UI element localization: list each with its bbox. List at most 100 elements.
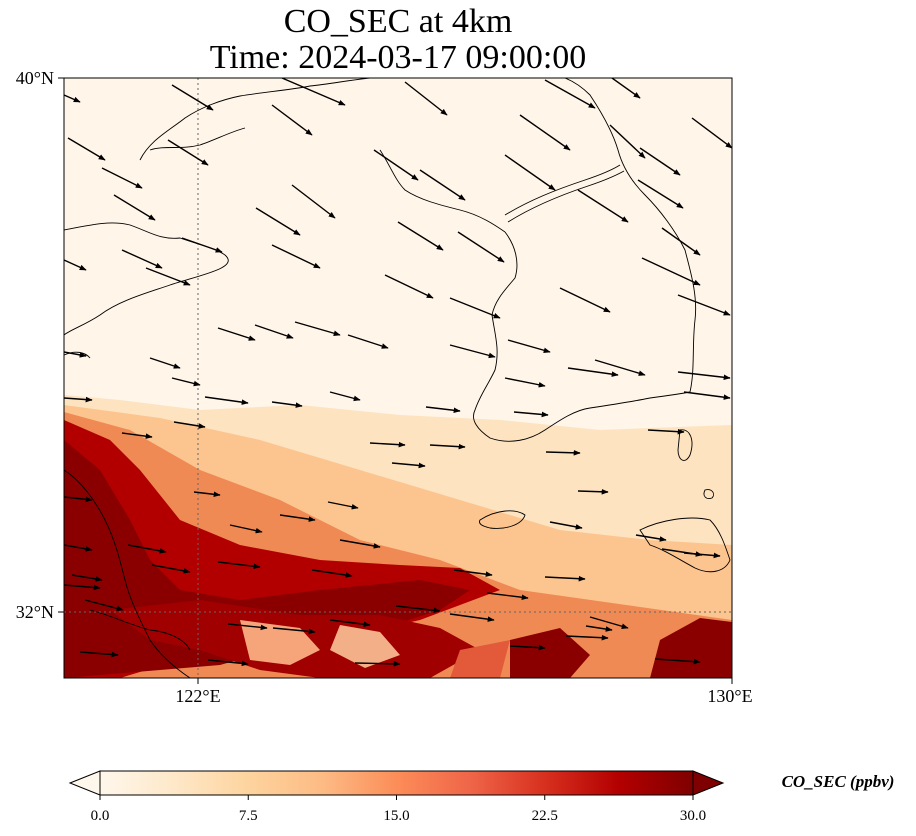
wind-arrow (504, 377, 546, 388)
wind-arrow (145, 267, 191, 286)
colorbar-tick-label: 15.0 (383, 808, 409, 824)
colorbar-tick-label: 30.0 (680, 808, 706, 824)
wind-arrow (589, 616, 629, 629)
map-title-line2: Time: 2024-03-17 09:00:00 (209, 39, 587, 76)
wind-arrow (677, 294, 731, 316)
wind-arrow (425, 406, 461, 414)
wind-arrow (173, 421, 206, 429)
wind-arrow (311, 569, 353, 578)
wind-arrow (64, 496, 93, 503)
wind-arrow (121, 432, 153, 439)
wind-arrow (64, 584, 101, 591)
wind-arrow (217, 561, 261, 570)
wind-arrow (329, 619, 371, 627)
dmz-line-1 (504, 164, 621, 216)
wind-arrow (519, 114, 571, 151)
wind-arrow (453, 569, 493, 577)
map-frame (63, 77, 733, 679)
wind-arrow (565, 634, 609, 641)
wind-arrow (397, 221, 444, 251)
wind-arrow (64, 351, 87, 358)
coast-north-china (64, 222, 229, 336)
wind-arrow (181, 237, 223, 253)
wind-arrow (449, 344, 496, 359)
wind-arrow (127, 544, 167, 554)
wind-arrow (113, 194, 156, 221)
coast-shandong-tip (64, 351, 91, 359)
colorbar-label: CO_SEC (ppbv) (782, 772, 895, 791)
colorbar-tick-label: 7.5 (239, 808, 258, 824)
lon-tick-122: 122°E (175, 686, 220, 706)
wind-arrow (207, 659, 249, 667)
wind-arrow (384, 274, 434, 299)
wind-arrow (272, 627, 316, 635)
coast-bohai-north (139, 78, 371, 161)
wind-arrow (369, 441, 406, 448)
lon-tick-130: 130°E (707, 686, 752, 706)
wind-arrow (635, 534, 667, 542)
coast-liaodong-a (149, 127, 246, 151)
wind-arrow (84, 599, 124, 612)
wind-arrow (171, 84, 214, 111)
wind-arrow (254, 324, 294, 339)
wind-arrow (585, 625, 613, 632)
map-panel (64, 78, 732, 678)
wind-arrow (354, 661, 401, 667)
wind-arrow (504, 154, 556, 191)
wind-arrow (64, 544, 93, 552)
wind-arrow (577, 488, 609, 495)
map-title-line1: CO_SEC at 4km (283, 3, 513, 40)
wind-arrow (683, 552, 721, 559)
wind-arrow (544, 575, 586, 582)
lat-ticks: 40°N 32°N (16, 68, 64, 622)
wind-arrow (637, 179, 684, 209)
wind-arrow (683, 391, 731, 400)
coast-tsushima (677, 429, 693, 461)
wind-arrow (545, 450, 581, 456)
wind-arrow (121, 249, 163, 269)
field-patch-3 (450, 640, 510, 678)
wind-arrow (229, 524, 263, 534)
coast-korea-west-a (379, 149, 506, 233)
coast-yangtze (89, 609, 191, 651)
coast-korea-east (564, 78, 697, 393)
wind-arrow (577, 189, 629, 223)
wind-arrow (486, 592, 529, 601)
wind-arrow (64, 396, 93, 403)
coast-korea-west-b (473, 231, 691, 442)
wind-arrow (347, 334, 389, 349)
wind-arrow (271, 104, 313, 136)
wind-arrow (279, 514, 316, 522)
colorbar-tick-label: 0.0 (91, 808, 110, 824)
wind-arrow (329, 391, 361, 402)
wind-arrow (567, 367, 619, 377)
wind-arrow (291, 184, 336, 219)
wind-arrow (255, 207, 301, 236)
wind-arrow (429, 443, 466, 450)
wind-arrow (227, 623, 268, 631)
coast-jeju (479, 510, 526, 529)
wind-arrow (391, 462, 426, 469)
wind-arrow (193, 491, 221, 498)
wind-arrow (544, 79, 596, 109)
coastlines (64, 78, 731, 678)
wind-arrow (101, 167, 143, 189)
field-core-5 (650, 618, 732, 678)
wind-arrow (641, 257, 701, 286)
wind-arrow (449, 297, 501, 319)
wind-arrow (594, 359, 646, 376)
wind-arrow (507, 339, 551, 353)
dmz-line-2 (507, 170, 625, 223)
wind-arrow (67, 137, 106, 161)
wind-arrow (171, 377, 201, 387)
wind-arrow (339, 539, 381, 549)
lat-tick-32: 32°N (16, 602, 54, 622)
wind-arrow (404, 81, 448, 116)
wind-arrow (691, 117, 732, 149)
wind-arrow (513, 411, 549, 418)
wind-vectors (64, 78, 732, 667)
wind-arrow (327, 501, 359, 510)
gridlines (64, 78, 732, 678)
field-patch-2 (330, 625, 400, 668)
wind-arrow (509, 644, 546, 651)
